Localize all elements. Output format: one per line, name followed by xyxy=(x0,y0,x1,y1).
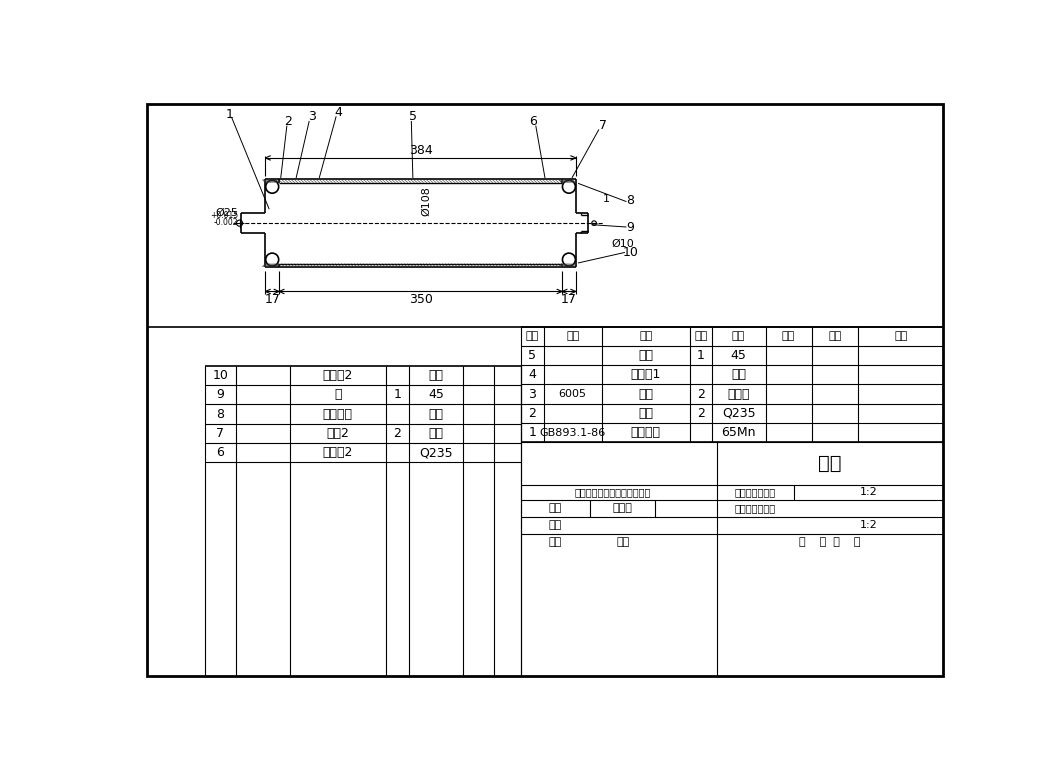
Text: 轴承: 轴承 xyxy=(638,388,653,401)
Text: 1: 1 xyxy=(603,195,610,204)
Text: 阶段标量量比例: 阶段标量量比例 xyxy=(735,503,776,513)
Text: 工艺: 工艺 xyxy=(549,537,562,547)
Text: 17: 17 xyxy=(561,293,577,306)
Text: 45: 45 xyxy=(731,349,747,362)
Text: 标记数量更改文件签字年月日: 标记数量更改文件签字年月日 xyxy=(575,487,651,497)
Text: 名称: 名称 xyxy=(639,331,652,341)
Text: 数量: 数量 xyxy=(694,331,708,341)
Text: 密封劈2: 密封劈2 xyxy=(322,369,353,382)
Text: 17: 17 xyxy=(264,293,280,306)
Text: 6: 6 xyxy=(530,115,537,128)
Text: 共    张  第    张: 共 张 第 张 xyxy=(799,537,861,547)
Text: 1: 1 xyxy=(226,107,233,120)
Text: 2: 2 xyxy=(697,407,704,420)
Text: 橡胶: 橡胶 xyxy=(429,408,444,421)
Text: 冲压件2: 冲压件2 xyxy=(322,446,353,459)
Text: 9: 9 xyxy=(627,221,634,233)
Text: 5: 5 xyxy=(528,349,536,362)
Text: 350: 350 xyxy=(409,293,432,306)
Text: 2: 2 xyxy=(697,388,704,401)
Text: 总重: 总重 xyxy=(828,331,842,341)
Text: Ø108: Ø108 xyxy=(421,186,432,216)
Text: 1: 1 xyxy=(697,349,704,362)
Text: 阶段标量量比例: 阶段标量量比例 xyxy=(735,487,776,497)
Text: 6: 6 xyxy=(216,446,225,459)
Text: 9: 9 xyxy=(216,388,225,401)
Text: 序号: 序号 xyxy=(526,331,538,341)
Text: 5: 5 xyxy=(409,110,417,123)
Text: 备注: 备注 xyxy=(894,331,908,341)
Text: -0.002: -0.002 xyxy=(214,218,238,227)
Text: 7: 7 xyxy=(599,119,606,132)
Text: 材料: 材料 xyxy=(732,331,745,341)
Text: 3: 3 xyxy=(528,388,536,401)
Text: 10: 10 xyxy=(213,369,229,382)
Text: 审核: 审核 xyxy=(549,520,562,530)
Text: 3: 3 xyxy=(307,110,315,123)
Text: 1:2: 1:2 xyxy=(860,520,878,530)
Text: 8: 8 xyxy=(216,408,225,421)
Text: 橡胶: 橡胶 xyxy=(731,368,746,381)
Text: 橡胶圈1: 橡胶圈1 xyxy=(631,368,661,381)
Text: 65Mn: 65Mn xyxy=(721,426,755,439)
Text: +0.015: +0.015 xyxy=(210,211,238,220)
Text: 2: 2 xyxy=(394,427,401,440)
Text: 橡胶挡圈: 橡胶挡圈 xyxy=(322,408,353,421)
Text: 铸鐵: 铸鐵 xyxy=(429,427,444,440)
Text: 1:2: 1:2 xyxy=(860,487,878,497)
Text: 8: 8 xyxy=(627,194,634,207)
Text: 10: 10 xyxy=(622,246,638,259)
Text: 7: 7 xyxy=(216,427,225,440)
Text: 45: 45 xyxy=(428,388,444,401)
Text: 代号: 代号 xyxy=(566,331,579,341)
Text: Q235: Q235 xyxy=(721,407,755,420)
Text: Ø25: Ø25 xyxy=(216,208,238,218)
Text: 6005: 6005 xyxy=(559,389,586,399)
Text: 橡胶: 橡胶 xyxy=(429,369,444,382)
Text: 2: 2 xyxy=(528,407,536,420)
Text: 弹性挡圈: 弹性挡圈 xyxy=(631,426,661,439)
Text: 1: 1 xyxy=(528,426,536,439)
Text: 标准化: 标准化 xyxy=(613,503,633,513)
Text: 4: 4 xyxy=(334,106,343,119)
Text: 挡板: 挡板 xyxy=(638,407,653,420)
Text: 1: 1 xyxy=(394,388,401,401)
Text: 单重: 单重 xyxy=(782,331,795,341)
Text: 设计: 设计 xyxy=(549,503,562,513)
Text: 轴: 轴 xyxy=(334,388,342,401)
Text: 批准: 批准 xyxy=(616,537,629,547)
Text: 合金钔: 合金钔 xyxy=(728,388,750,401)
Text: 锢筒: 锢筒 xyxy=(638,349,653,362)
Text: 2: 2 xyxy=(284,115,293,128)
Text: 挡劈2: 挡劈2 xyxy=(327,427,349,440)
Text: Ø10: Ø10 xyxy=(611,239,634,249)
Text: 托辊: 托辊 xyxy=(818,454,842,473)
Text: Q235: Q235 xyxy=(419,446,453,459)
Text: 4: 4 xyxy=(528,368,536,381)
Text: GB893.1-86: GB893.1-86 xyxy=(539,428,605,438)
Text: 384: 384 xyxy=(409,144,432,157)
